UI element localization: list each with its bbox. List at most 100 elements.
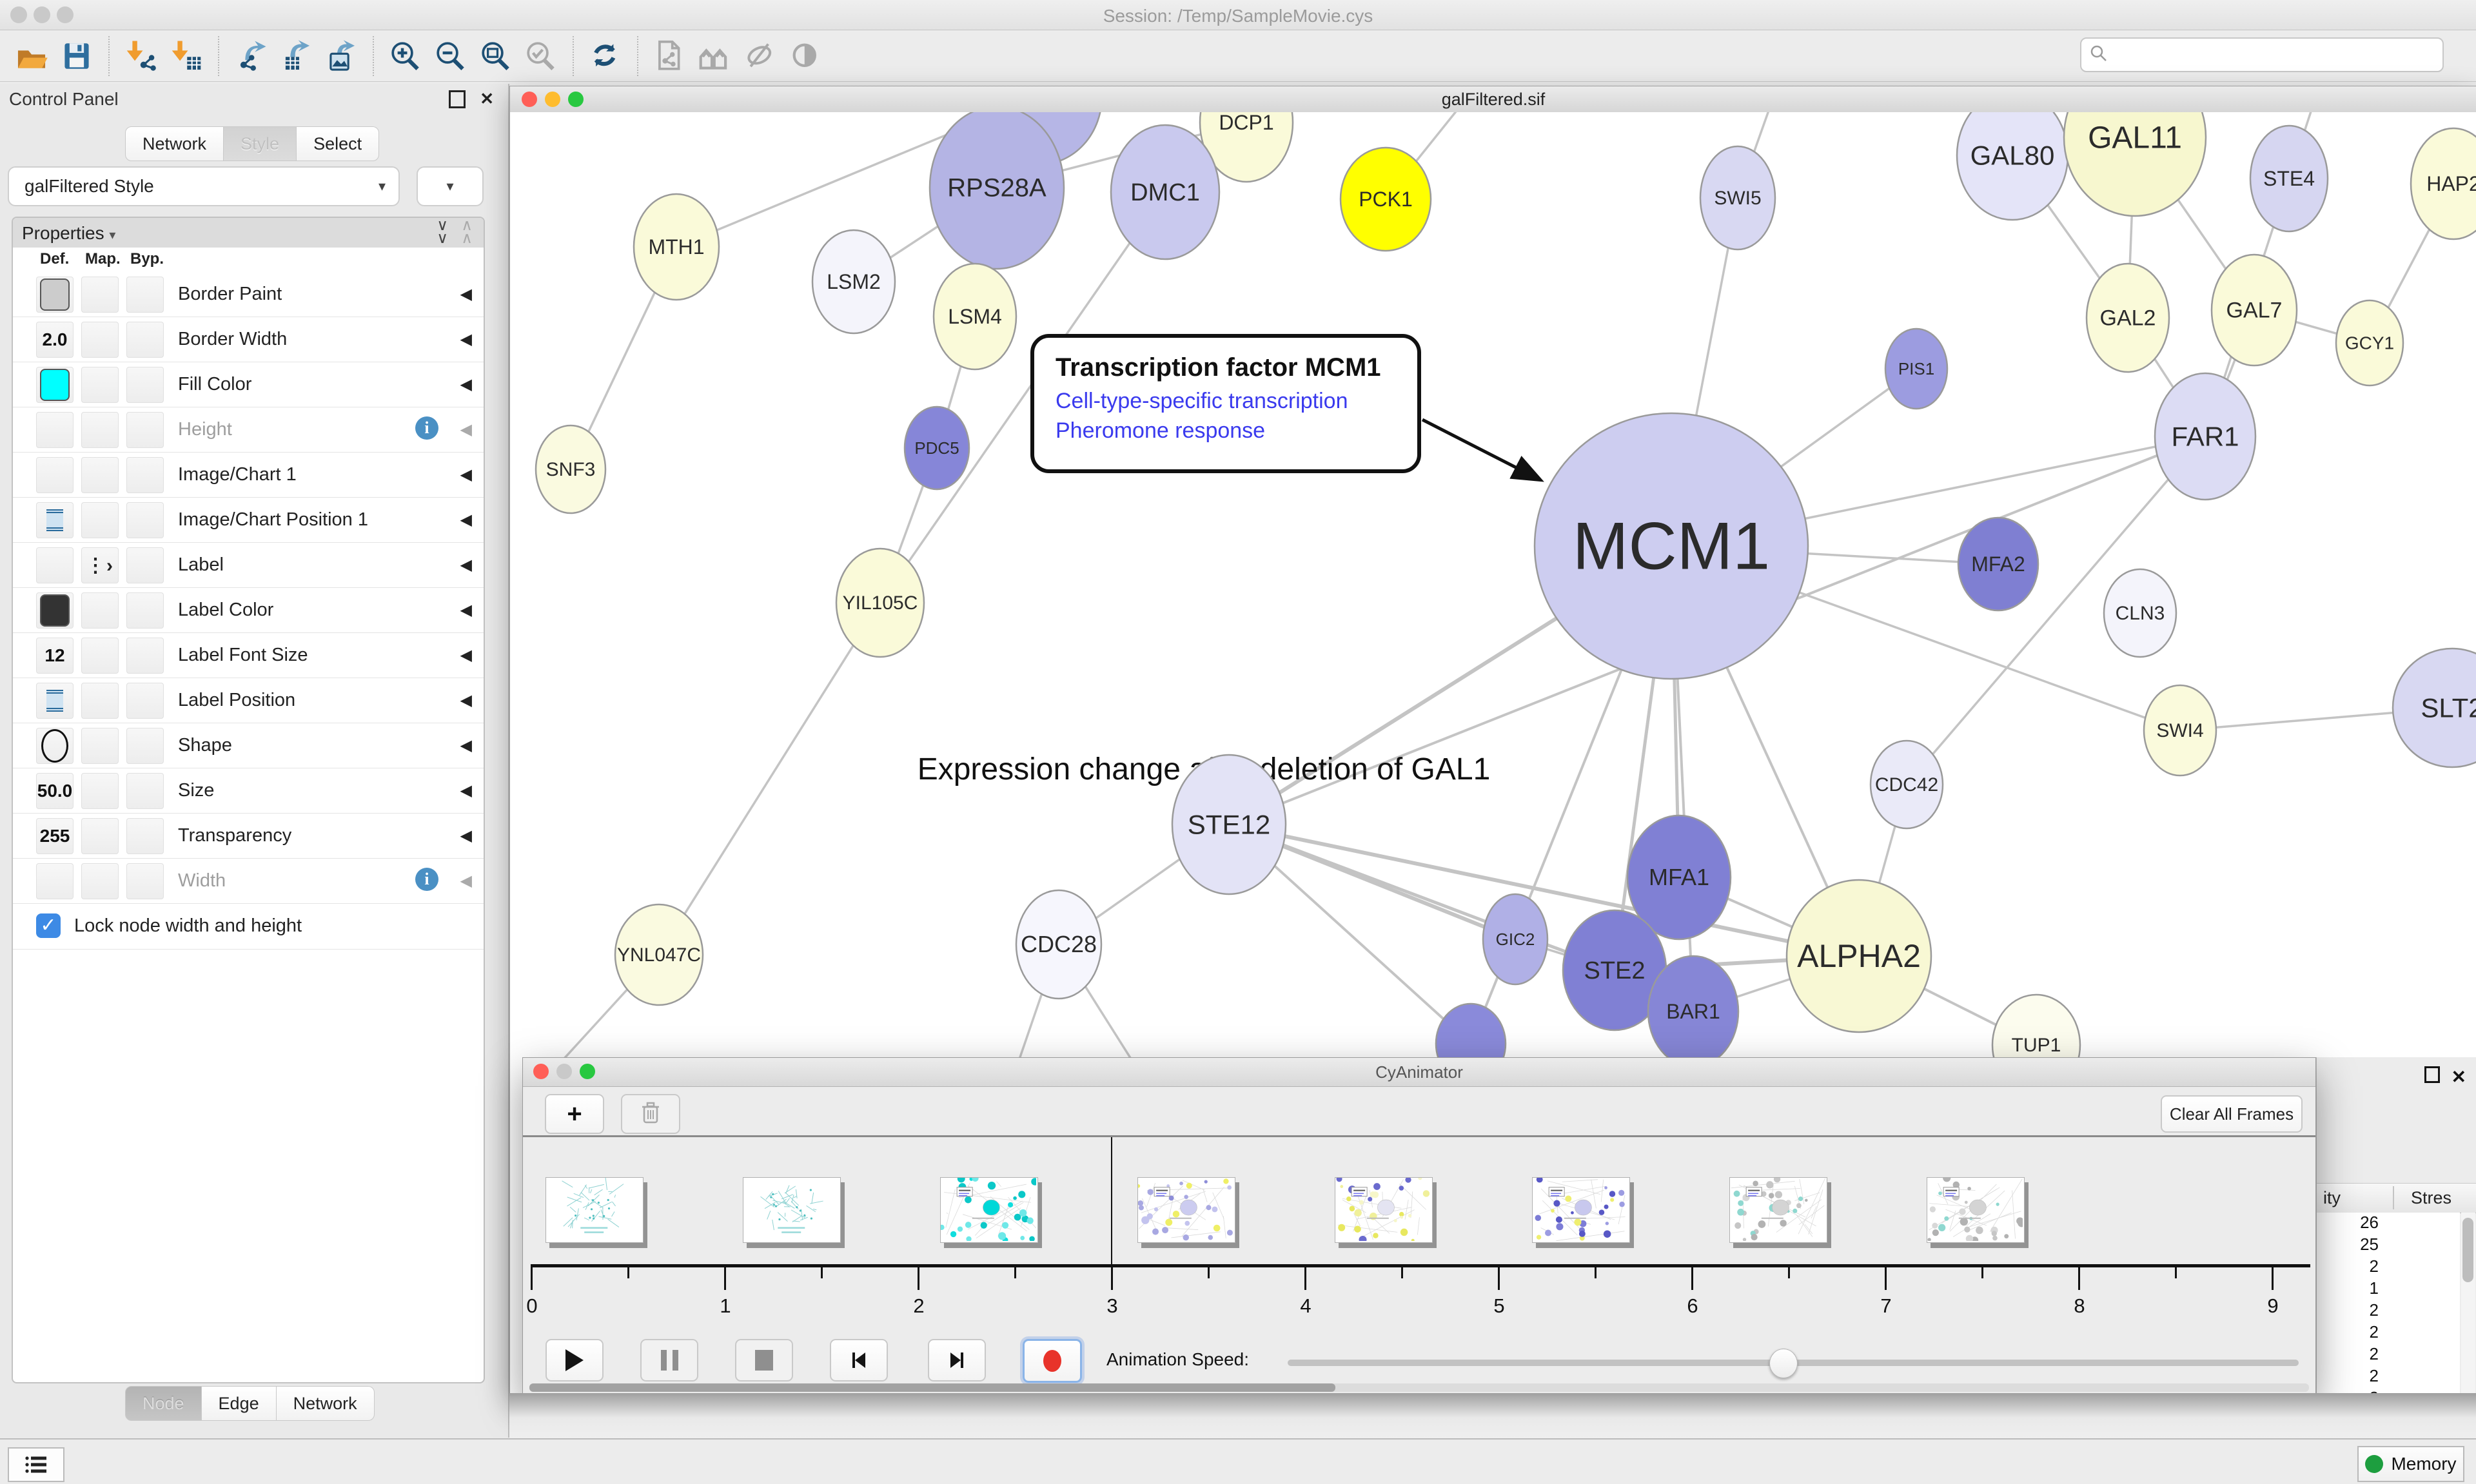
expand-arrow-icon[interactable]: ◀ (460, 511, 472, 529)
lock-size-checkbox[interactable]: ✓ (36, 913, 61, 938)
node-SNF3[interactable] (535, 424, 607, 514)
expand-arrow-icon[interactable]: ◀ (460, 827, 472, 845)
property-row-label-position[interactable]: Label Position ◀ (13, 678, 484, 723)
mapping-cell[interactable] (81, 277, 119, 313)
float-panel-icon[interactable] (449, 90, 466, 108)
table-row[interactable]: 2 (2369, 1300, 2379, 1320)
bypass-cell[interactable] (126, 322, 164, 358)
mapping-cell[interactable] (81, 367, 119, 403)
timeline-scrollbar[interactable] (529, 1383, 2309, 1392)
bypass-cell[interactable] (126, 728, 164, 764)
info-icon[interactable]: i (415, 868, 438, 891)
default-value-cell[interactable] (36, 457, 74, 493)
property-row-label[interactable]: ⋮› Label ◀ (13, 543, 484, 588)
edge-FAR1-CDC42[interactable] (1905, 435, 2206, 786)
node-MFA1[interactable] (1626, 814, 1732, 941)
bypass-cell[interactable] (126, 592, 164, 629)
default-value-cell[interactable] (36, 728, 74, 764)
node-STE4[interactable] (2249, 124, 2329, 233)
minimize-window-icon[interactable] (556, 1064, 572, 1079)
property-row-image-chart-1[interactable]: Image/Chart 1 ◀ (13, 453, 484, 498)
property-row-height[interactable]: Height i ◀ (13, 407, 484, 453)
edge-YIL105C-YNL047C[interactable] (658, 602, 881, 955)
table-row[interactable]: 2 (2369, 1322, 2379, 1342)
export-network-icon[interactable] (233, 38, 269, 74)
animation-speed-slider[interactable] (1288, 1349, 2299, 1378)
network-from-selection-icon[interactable] (652, 38, 688, 74)
node-LSM2[interactable] (811, 229, 896, 335)
node-CDC28[interactable] (1015, 889, 1103, 1000)
table-row[interactable]: 2 (2369, 1344, 2379, 1363)
default-value-cell[interactable] (36, 502, 74, 538)
hide-selected-icon[interactable] (742, 38, 778, 74)
bypass-cell[interactable] (126, 818, 164, 854)
node-GCY1[interactable] (2335, 299, 2404, 387)
expand-arrow-icon[interactable]: ◀ (460, 556, 472, 574)
node-HAP2[interactable] (2410, 127, 2476, 240)
expand-arrow-icon[interactable]: ◀ (460, 601, 472, 619)
close-window-icon[interactable] (533, 1064, 549, 1079)
frames-timeline[interactable]: 0 1 2 3 4 5 6 7 8 9 Seconds (523, 1137, 2315, 1325)
bypass-cell[interactable] (126, 367, 164, 403)
node-CLN3[interactable] (2103, 568, 2177, 658)
maximize-window-icon[interactable] (580, 1064, 595, 1079)
default-value-cell[interactable] (36, 367, 74, 403)
refresh-layout-icon[interactable] (587, 38, 624, 74)
table-scrollbar[interactable] (2461, 1213, 2475, 1418)
slider-thumb[interactable] (1769, 1349, 1798, 1378)
float-panel-icon[interactable] (2424, 1066, 2440, 1083)
default-value-cell[interactable] (36, 863, 74, 899)
property-row-shape[interactable]: Shape ◀ (13, 723, 484, 768)
node-PIS1[interactable] (1884, 327, 1949, 410)
frame-thumbnail-6[interactable] (1729, 1175, 1827, 1243)
mapping-cell[interactable] (81, 728, 119, 764)
table-column-ity[interactable]: ity (2323, 1188, 2341, 1207)
property-row-border-paint[interactable]: Border Paint ◀ (13, 272, 484, 317)
expand-arrow-icon[interactable]: ◀ (460, 692, 472, 709)
play-button[interactable] (545, 1339, 604, 1381)
bypass-cell[interactable] (126, 412, 164, 448)
default-value-cell[interactable] (36, 547, 74, 583)
mapping-cell[interactable] (81, 412, 119, 448)
node-DMC1[interactable] (1110, 124, 1221, 260)
zoom-selected-icon[interactable] (523, 38, 559, 74)
frame-thumbnail-2[interactable] (939, 1175, 1039, 1243)
mapping-cell[interactable] (81, 322, 119, 358)
table-row[interactable]: 2 (2369, 1366, 2379, 1385)
node-GAL11[interactable] (2063, 112, 2207, 217)
zoom-in-icon[interactable] (388, 38, 424, 74)
expand-arrow-icon[interactable]: ◀ (460, 782, 472, 799)
bypass-cell[interactable] (126, 863, 164, 899)
property-row-transparency[interactable]: 255 Transparency ◀ (13, 814, 484, 859)
annotation-link[interactable]: Pheromone response (1056, 418, 1265, 443)
frame-thumbnail-0[interactable] (545, 1176, 644, 1243)
bypass-cell[interactable] (126, 683, 164, 719)
node-SLT2[interactable] (2392, 647, 2476, 768)
tab-select[interactable]: Select (297, 126, 380, 161)
property-row-size[interactable]: 50.0 Size ◀ (13, 768, 484, 814)
add-frame-button[interactable]: + (545, 1094, 604, 1134)
bypass-cell[interactable] (126, 773, 164, 809)
collapse-all-icon[interactable]: ∧ ∧ (461, 217, 472, 247)
tab-node[interactable]: Node (125, 1386, 202, 1421)
default-value-cell[interactable]: 50.0 (36, 773, 74, 809)
pause-button[interactable] (640, 1339, 698, 1381)
frame-thumbnail-1[interactable] (743, 1177, 841, 1243)
tab-network[interactable]: Network (125, 126, 224, 161)
node-LSM4[interactable] (932, 262, 1017, 371)
annotation-link[interactable]: Cell-type-specific transcription (1056, 389, 1348, 413)
zoom-fit-icon[interactable] (478, 38, 514, 74)
property-row-label-font-size[interactable]: 12 Label Font Size ◀ (13, 633, 484, 678)
annotation-box[interactable]: Transcription factor MCM1 Cell-type-speci… (1030, 334, 1421, 473)
minimize-window-icon[interactable] (34, 6, 50, 23)
edge-STE12-ALPHA2[interactable] (1228, 823, 1860, 958)
node-DCP1[interactable] (1199, 112, 1294, 183)
node-MCM1[interactable] (1533, 412, 1809, 680)
node-GIC2[interactable] (1482, 893, 1549, 986)
style-options-button[interactable]: ▾ (417, 166, 484, 206)
skip-end-button[interactable] (928, 1339, 986, 1381)
node-YIL105C[interactable] (835, 547, 925, 658)
property-row-border-width[interactable]: 2.0 Border Width ◀ (13, 317, 484, 362)
mapping-cell[interactable] (81, 502, 119, 538)
open-session-icon[interactable] (14, 38, 50, 74)
